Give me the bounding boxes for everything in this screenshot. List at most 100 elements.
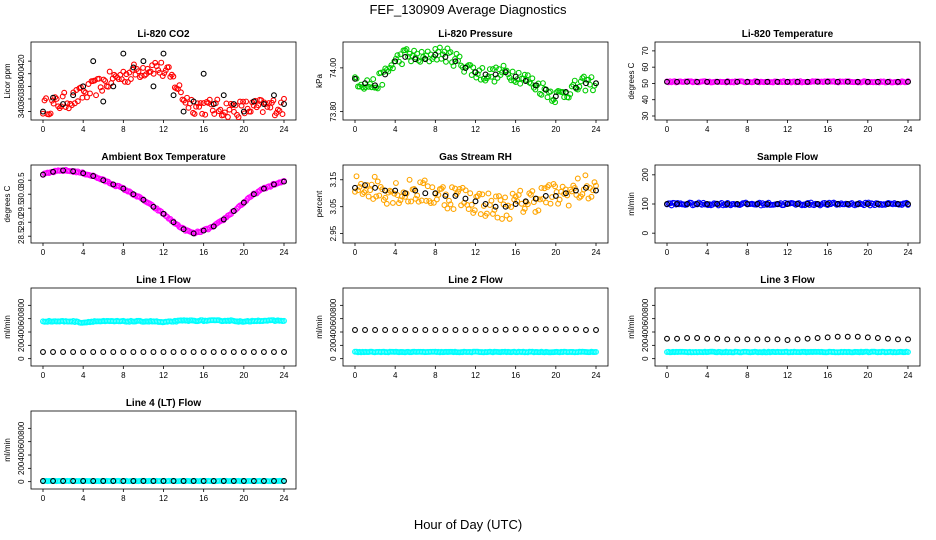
average-point bbox=[694, 201, 701, 207]
scatter-point-red bbox=[262, 101, 269, 107]
average-point bbox=[90, 478, 97, 484]
scatter-point-blue bbox=[898, 201, 905, 208]
x-tick-label: 24 bbox=[592, 125, 601, 134]
average-point bbox=[392, 58, 399, 65]
y-tick-label: 30 bbox=[641, 111, 650, 120]
scatter-point-red bbox=[202, 111, 209, 118]
scatter-point-red bbox=[162, 67, 169, 74]
y-tick-label: 800 bbox=[329, 298, 338, 312]
x-tick-label: 24 bbox=[904, 371, 913, 380]
average-point bbox=[70, 478, 77, 484]
average-point bbox=[874, 78, 881, 85]
scatter-point-orange bbox=[491, 206, 498, 213]
scatter-point-orange bbox=[392, 180, 399, 186]
scatter-point-red bbox=[235, 114, 242, 120]
scatter-point-red bbox=[170, 73, 177, 80]
scatter-point-blue bbox=[700, 199, 707, 206]
scatter-point-orange bbox=[488, 197, 495, 204]
panel-9: Line 3 Flow ml/min 0 4 8 12 16 20 24 0 20040060080… bbox=[627, 275, 921, 380]
average-point bbox=[824, 78, 831, 85]
average-point bbox=[664, 335, 670, 342]
y-tick-label: 0 bbox=[329, 356, 338, 361]
plot-points bbox=[40, 166, 287, 237]
x-tick-label: 20 bbox=[239, 371, 248, 380]
x-tick-label: 4 bbox=[705, 125, 710, 134]
scatter-point-red bbox=[158, 59, 165, 66]
scatter-point-orange bbox=[371, 173, 378, 180]
average-point bbox=[824, 201, 831, 207]
y-tick-label: 800 bbox=[17, 421, 26, 435]
average-point bbox=[100, 349, 107, 355]
scatter-point-green bbox=[379, 81, 386, 88]
average-point bbox=[260, 185, 267, 192]
scatter-point-red bbox=[130, 61, 137, 68]
scatter-point-red bbox=[97, 84, 104, 91]
scatter-point-red bbox=[87, 90, 93, 97]
x-tick-label: 8 bbox=[121, 248, 126, 257]
average-point bbox=[100, 478, 107, 484]
scatter-point-orange bbox=[379, 186, 386, 193]
scatter-point-green bbox=[524, 72, 531, 79]
scatter-point-red bbox=[231, 108, 237, 115]
y-tick-label: 800 bbox=[17, 298, 26, 312]
average-point bbox=[120, 185, 127, 192]
y-axis-label: ml/min bbox=[315, 315, 324, 339]
average-point bbox=[90, 349, 97, 355]
average-point bbox=[874, 335, 881, 341]
average-point bbox=[281, 349, 287, 355]
scatter-point-red bbox=[274, 106, 281, 113]
average-point bbox=[150, 83, 157, 90]
average-point bbox=[562, 326, 569, 333]
average-point bbox=[432, 51, 439, 58]
y-tick-label: 60 bbox=[641, 62, 650, 71]
average-point bbox=[874, 201, 881, 207]
average-point bbox=[190, 478, 197, 484]
scatter-point-orange bbox=[408, 198, 415, 205]
average-point bbox=[170, 92, 177, 99]
panel-title: Li-820 CO2 bbox=[137, 29, 190, 40]
scatter-point-red bbox=[247, 108, 254, 115]
scatter-point-orange bbox=[402, 193, 408, 200]
average-point bbox=[724, 336, 731, 343]
average-point bbox=[240, 108, 247, 115]
scatter-point-red bbox=[100, 76, 107, 83]
scatter-point-orange bbox=[468, 201, 475, 208]
average-point bbox=[522, 198, 529, 205]
scatter-point-orange bbox=[552, 183, 559, 190]
x-tick-label: 16 bbox=[199, 248, 208, 257]
x-tick-label: 8 bbox=[121, 125, 126, 134]
scatter-point-orange bbox=[396, 200, 402, 207]
scatter-point-red bbox=[135, 68, 142, 75]
y-axis-label: degrees C bbox=[627, 62, 636, 99]
x-axis-label: Hour of Day (UTC) bbox=[413, 517, 523, 532]
scatter-point-green bbox=[359, 84, 366, 91]
scatter-point-orange bbox=[547, 200, 554, 207]
x-tick-label: 0 bbox=[353, 125, 358, 134]
scatter-point-red bbox=[140, 64, 146, 71]
average-point bbox=[704, 335, 711, 342]
average-point bbox=[50, 349, 56, 355]
scatter-point-green bbox=[527, 80, 534, 87]
y-tick-label: 3.05 bbox=[329, 198, 338, 214]
average-point bbox=[402, 53, 409, 60]
average-point bbox=[230, 349, 237, 355]
scatter-point-green bbox=[479, 65, 486, 71]
x-tick-label: 20 bbox=[863, 125, 872, 134]
average-point bbox=[714, 78, 721, 85]
x-tick-label: 0 bbox=[665, 125, 670, 134]
average-point bbox=[412, 327, 419, 333]
x-tick-label: 4 bbox=[81, 125, 86, 134]
y-tick-label: 360 bbox=[17, 92, 26, 106]
scatter-point-green bbox=[464, 63, 471, 70]
average-point bbox=[362, 182, 368, 189]
y-axis-label: kPa bbox=[315, 74, 324, 88]
average-point bbox=[774, 336, 781, 343]
scatter-point-green bbox=[515, 69, 522, 76]
x-tick-label: 0 bbox=[665, 248, 670, 257]
average-point bbox=[281, 101, 287, 107]
average-point bbox=[844, 78, 851, 85]
average-point bbox=[230, 101, 237, 107]
average-point bbox=[50, 168, 56, 175]
average-point bbox=[724, 201, 731, 207]
scatter-point-red bbox=[127, 76, 134, 82]
